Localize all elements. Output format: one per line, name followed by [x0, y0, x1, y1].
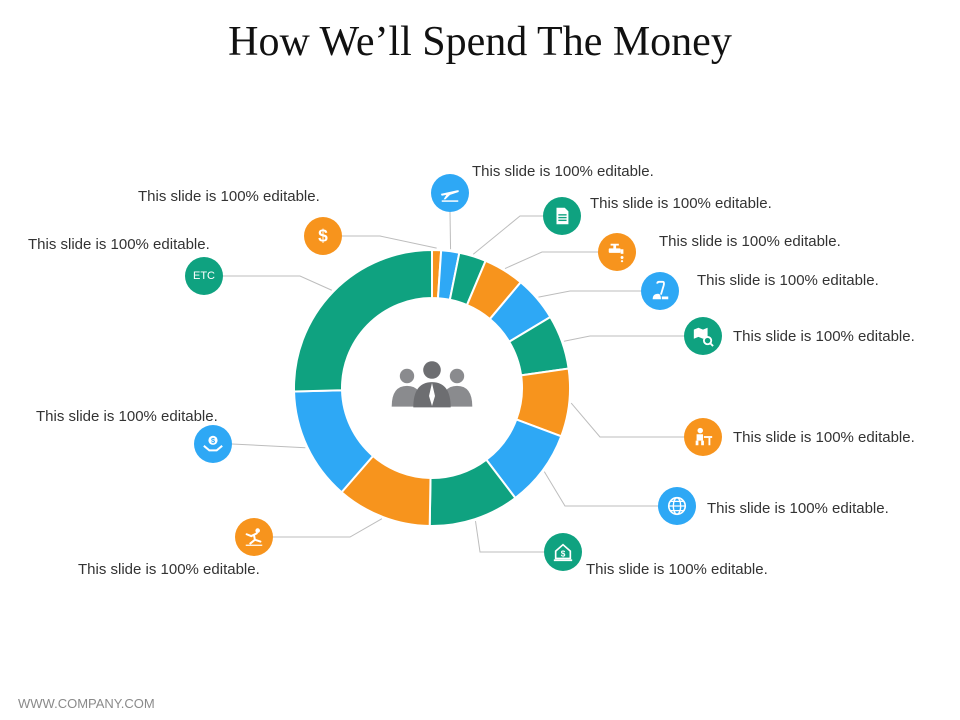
etc-icon: ETC — [185, 257, 223, 295]
connector-line-9 — [474, 521, 544, 553]
segment-label-1: This slide is 100% editable. — [138, 188, 320, 205]
etc-icon-text: ETC — [193, 270, 215, 282]
segment-label-12: This slide is 100% editable. — [28, 236, 210, 253]
segment-label-11: This slide is 100% editable. — [36, 408, 218, 425]
svg-text:$: $ — [561, 550, 566, 559]
connector-line-10 — [273, 518, 383, 538]
segment-label-9: This slide is 100% editable. — [586, 561, 768, 578]
segment-label-6: This slide is 100% editable. — [733, 328, 915, 345]
connector-line-4 — [504, 251, 598, 269]
page-title: How We’ll Spend The Money — [228, 19, 732, 65]
svg-text:$: $ — [318, 226, 328, 246]
donut-segment-12 — [293, 248, 433, 393]
team-icon — [391, 361, 473, 408]
connector-line-2 — [449, 211, 452, 250]
footer-url: WWW.COMPANY.COM — [18, 696, 155, 711]
segment-label-10: This slide is 100% editable. — [78, 561, 260, 578]
segment-label-5: This slide is 100% editable. — [697, 272, 879, 289]
slip-hazard-icon — [235, 518, 273, 556]
connector-lines — [223, 211, 684, 553]
connector-line-1 — [342, 235, 437, 249]
segment-label-4: This slide is 100% editable. — [659, 233, 841, 250]
donut-segments — [293, 248, 571, 527]
connector-line-5 — [538, 290, 641, 298]
vacuum-icon — [641, 272, 679, 310]
connector-line-7 — [570, 402, 684, 438]
water-tap-icon — [598, 233, 636, 271]
connector-line-3 — [472, 215, 543, 255]
segment-label-8: This slide is 100% editable. — [707, 500, 889, 517]
document-icon — [543, 197, 581, 235]
connector-line-8 — [543, 471, 658, 507]
money-hand-icon: $ — [194, 425, 232, 463]
segment-label-2: This slide is 100% editable. — [472, 163, 654, 180]
svg-text:$: $ — [211, 436, 215, 445]
house-money-icon: $ — [544, 533, 582, 571]
dollar-icon: $ — [304, 217, 342, 255]
connector-line-6 — [563, 335, 684, 342]
map-search-icon — [684, 317, 722, 355]
plane-icon — [431, 174, 469, 212]
globe-icon — [658, 487, 696, 525]
connector-line-12 — [223, 275, 332, 291]
segment-label-3: This slide is 100% editable. — [590, 195, 772, 212]
connector-line-11 — [231, 443, 306, 449]
segment-label-7: This slide is 100% editable. — [733, 429, 915, 446]
desk-worker-icon — [684, 418, 722, 456]
